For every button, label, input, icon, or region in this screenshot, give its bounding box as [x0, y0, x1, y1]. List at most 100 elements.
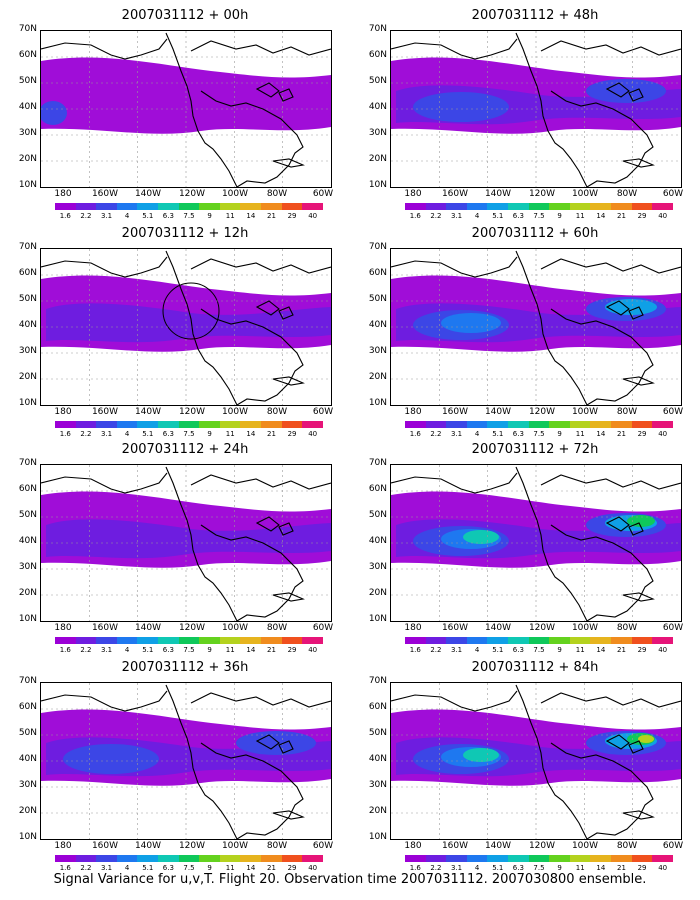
legend-color-swatch [96, 855, 117, 862]
legend-color-swatch [199, 421, 220, 428]
longitude-tick-label: 60W [662, 623, 684, 633]
legend-color-swatch [75, 421, 97, 428]
legend-value-label: 1.6 [59, 430, 71, 438]
legend-value-label: 2.2 [430, 430, 442, 438]
variance-shading [41, 57, 331, 134]
legend-color-swatch [508, 203, 529, 210]
lat-lon-grid [391, 465, 681, 621]
color-legend-bar [55, 203, 323, 210]
legend-color-swatch [528, 203, 550, 210]
legend-value-label: 5.1 [492, 212, 504, 220]
latitude-tick-label: 30N [368, 128, 387, 138]
legend-color-swatch [446, 637, 467, 644]
legend-color-swatch [137, 203, 159, 210]
legend-value-label: 3.1 [100, 212, 113, 220]
legend-value-label: 14 [596, 430, 606, 438]
legend-color-swatch [302, 203, 323, 210]
longitude-tick-label: 180 [54, 189, 72, 199]
legend-value-label: 14 [246, 646, 256, 654]
legend-value-label: 11 [225, 646, 235, 654]
variance-shading [41, 709, 331, 786]
legend-value-label: 40 [658, 212, 668, 220]
latitude-tick-label: 40N [368, 754, 387, 764]
legend-value-label: 14 [596, 864, 606, 872]
map-panel-48h: 2007031112 + 48h 70N 60N 50N 40N 30N 20N 10N 18… [355, 0, 700, 220]
legend-value-label: 4 [124, 430, 130, 438]
panel-title: 2007031112 + 60h [471, 226, 599, 241]
legend-color-swatch [302, 637, 323, 644]
longitude-tick-label: 80W [616, 841, 638, 851]
legend-color-swatch [219, 203, 241, 210]
legend-value-label: 6.3 [512, 212, 524, 220]
longitude-tick-label: 100W [571, 189, 599, 199]
legend-color-swatch [569, 421, 591, 428]
legend-color-swatch [158, 421, 179, 428]
legend-value-label: 2.2 [80, 212, 92, 220]
latitude-tick-label: 30N [18, 562, 37, 572]
legend-value-label: 21 [266, 864, 276, 872]
variance-shading [391, 57, 681, 134]
map-plot-area [40, 682, 332, 840]
color-legend-bar [55, 855, 323, 862]
longitude-tick-label: 140W [134, 841, 162, 851]
legend-color-swatch [281, 421, 303, 428]
legend-value-label: 4 [474, 212, 480, 220]
latitude-tick-label: 70N [18, 458, 37, 468]
legend-value-label: 7.5 [533, 864, 545, 872]
legend-color-swatch [549, 637, 570, 644]
latitude-tick-label: 50N [18, 510, 37, 520]
variance-shading [391, 275, 681, 352]
legend-color-swatch [75, 637, 97, 644]
latitude-tick-label: 70N [18, 676, 37, 686]
latitude-tick-label: 40N [18, 536, 37, 546]
legend-color-swatch [116, 855, 138, 862]
latitude-tick-label: 40N [18, 754, 37, 764]
legend-value-label: 4 [474, 430, 480, 438]
legend-color-swatch [96, 421, 117, 428]
legend-value-label: 40 [658, 864, 668, 872]
longitude-tick-label: 180 [54, 407, 72, 417]
legend-value-label: 9 [207, 646, 212, 654]
legend-color-swatch [261, 203, 282, 210]
legend-value-label: 4 [124, 212, 130, 220]
legend-value-label: 29 [287, 864, 297, 872]
legend-color-swatch [569, 855, 591, 862]
variance-shading [391, 709, 681, 786]
latitude-tick-label: 20N [18, 588, 37, 598]
longitude-tick-label: 80W [616, 189, 638, 199]
legend-value-label: 3.1 [100, 864, 113, 872]
legend-value-label: 6.3 [162, 212, 174, 220]
legend-value-label: 11 [225, 430, 235, 438]
latitude-tick-label: 40N [368, 102, 387, 112]
latitude-tick-label: 40N [18, 102, 37, 112]
latitude-tick-label: 50N [18, 728, 37, 738]
map-svg [391, 249, 681, 405]
latitude-tick-label: 10N [18, 832, 37, 842]
legend-value-label: 40 [658, 430, 668, 438]
legend-color-swatch [487, 637, 509, 644]
legend-color-swatch [508, 637, 529, 644]
latitude-tick-label: 30N [18, 128, 37, 138]
longitude-tick-label: 80W [616, 407, 638, 417]
legend-value-label: 6.3 [512, 646, 524, 654]
longitude-tick-label: 80W [266, 841, 288, 851]
legend-value-label: 7.5 [533, 646, 545, 654]
longitude-tick-label: 80W [266, 189, 288, 199]
longitude-tick-label: 140W [134, 189, 162, 199]
latitude-tick-label: 20N [18, 154, 37, 164]
legend-value-label: 1.6 [409, 864, 421, 872]
latitude-tick-label: 30N [368, 346, 387, 356]
legend-value-label: 21 [616, 646, 626, 654]
longitude-tick-label: 180 [54, 623, 72, 633]
longitude-tick-label: 100W [571, 407, 599, 417]
legend-color-swatch [652, 421, 673, 428]
legend-value-label: 40 [308, 646, 318, 654]
legend-value-label: 9 [557, 430, 562, 438]
legend-color-swatch [405, 421, 426, 428]
legend-color-swatch [116, 203, 138, 210]
map-svg [391, 31, 681, 187]
latitude-tick-label: 50N [368, 294, 387, 304]
latitude-tick-label: 60N [18, 484, 37, 494]
latitude-tick-label: 60N [18, 702, 37, 712]
legend-value-label: 5.1 [142, 864, 154, 872]
